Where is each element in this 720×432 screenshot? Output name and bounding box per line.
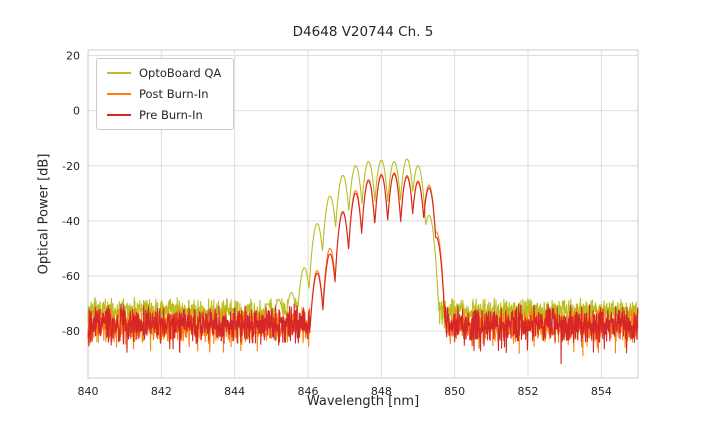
legend-item-label: Pre Burn-In: [139, 108, 203, 122]
x-tick-label: 850: [444, 385, 465, 398]
legend-item: Post Burn-In: [107, 87, 221, 101]
legend-item-label: Post Burn-In: [139, 87, 209, 101]
legend-line-swatch: [107, 113, 131, 117]
legend: OptoBoard QA Post Burn-In Pre Burn-In: [96, 58, 235, 130]
x-tick-label: 846: [298, 385, 319, 398]
x-tick-label: 840: [78, 385, 99, 398]
legend-item: OptoBoard QA: [107, 66, 221, 80]
x-tick-label: 854: [591, 385, 612, 398]
chart-title: D4648 V20744 Ch. 5: [292, 24, 434, 40]
x-tick-label: 852: [518, 385, 539, 398]
y-tick-label: -40: [62, 215, 80, 228]
x-tick-label: 844: [224, 385, 245, 398]
x-tick-label: 842: [151, 385, 172, 398]
series-line-2: [87, 173, 639, 365]
y-tick-label: -60: [62, 270, 80, 283]
y-axis-label: Optical Power [dB]: [36, 153, 52, 275]
y-tick-label: 0: [73, 105, 80, 118]
y-tick-label: -80: [62, 325, 80, 338]
y-tick-label: -20: [62, 160, 80, 173]
legend-item-label: OptoBoard QA: [139, 66, 222, 80]
series-line-0: [87, 158, 639, 343]
axes-frame: [87, 49, 639, 379]
x-tick-label: 848: [371, 385, 392, 398]
legend-line-swatch: [107, 92, 131, 96]
legend-item: Pre Burn-In: [107, 108, 221, 122]
legend-line-swatch: [107, 71, 131, 75]
x-axis-label: Wavelength [nm]: [306, 394, 420, 409]
y-tick-label: 20: [66, 50, 80, 63]
